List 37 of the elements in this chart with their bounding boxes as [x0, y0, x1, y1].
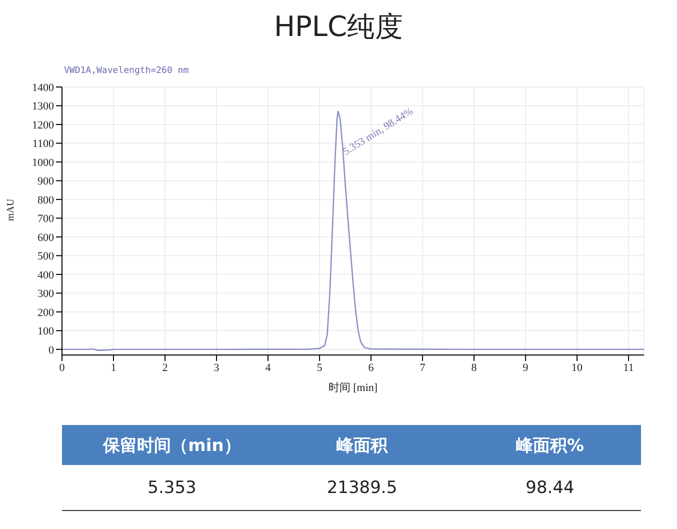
x-tick-label: 4 — [265, 362, 272, 374]
y-axis-title: mAU — [6, 198, 17, 221]
y-tick-label: 1000 — [32, 156, 54, 169]
y-tick-label: 900 — [38, 176, 54, 188]
x-tick-label: 0 — [59, 362, 66, 374]
chart-subtitle: VWD1A,Wavelength=260 nm — [64, 66, 189, 76]
text: 5.353 — [146, 478, 198, 498]
x-tick-label: 10 — [572, 362, 584, 374]
y-tick-label: 300 — [38, 288, 54, 300]
x-tick-label: 7 — [420, 362, 426, 374]
y-tick-label: 700 — [38, 213, 54, 226]
x-tick-label: 5 — [316, 362, 323, 374]
y-tick-label: 1100 — [32, 138, 54, 150]
x-tick-label: 6 — [368, 362, 374, 374]
y-tick-label: 1200 — [32, 119, 54, 132]
y-tick-label: 1400 — [32, 82, 54, 94]
x-tick-label: 11 — [623, 362, 634, 374]
x-tick-label: 1 — [110, 362, 116, 374]
y-tick-label: 800 — [38, 194, 54, 206]
text: 峰面积% — [514, 435, 586, 457]
y-tick-label: 400 — [38, 269, 54, 282]
y-tick-label: 1300 — [32, 100, 54, 113]
text: 21389.5 — [326, 478, 398, 498]
y-tick-label: 600 — [38, 232, 54, 244]
text: 98.44 — [524, 478, 576, 498]
x-tick-label: 8 — [471, 362, 478, 374]
y-tick-label: 200 — [38, 306, 54, 319]
y-tick-label: 0 — [48, 344, 54, 356]
y-tick-label: 500 — [38, 250, 54, 263]
x-axis-title: 时间 [min] — [328, 381, 378, 394]
x-tick-label: 9 — [522, 362, 529, 374]
chart-title: HPLC纯度 — [272, 9, 404, 45]
text: 峰面积 — [336, 435, 389, 457]
x-tick-label: 2 — [162, 362, 168, 374]
text: 保留时间（min） — [102, 435, 242, 457]
y-tick-label: 100 — [38, 326, 54, 338]
x-tick-label: 3 — [214, 362, 220, 374]
